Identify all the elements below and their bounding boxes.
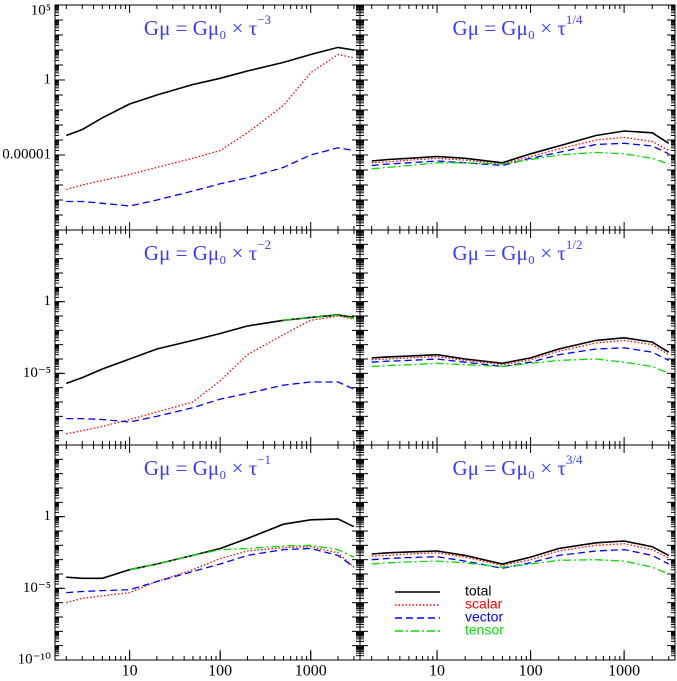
title-exponent: 1/4: [566, 12, 583, 27]
series-line: [66, 381, 355, 423]
panel-title: Gμ = Gμ₀ × τ1/2: [453, 237, 583, 265]
series-line: [371, 339, 670, 366]
series-line: [66, 53, 355, 191]
series-line: [66, 546, 355, 604]
x-tick-label: 1000: [608, 663, 640, 680]
panel-title: Gμ = Gμ₀ × τ−1: [144, 452, 271, 480]
series-line: [371, 336, 670, 365]
y-tick-label: 0.00001: [2, 146, 51, 162]
panel-title: Gμ = Gμ₀ × τ−2: [144, 237, 271, 265]
panel-title: Gμ = Gμ₀ × τ−3: [144, 12, 271, 40]
title-exponent: −1: [257, 452, 271, 467]
title-exponent: −2: [257, 237, 271, 252]
y-tick-label: 1: [44, 508, 52, 524]
legend-label: scalar: [465, 596, 503, 612]
series-line: [371, 358, 669, 374]
x-tick-label: 10: [429, 663, 445, 680]
y-tick-label: 10⁵: [31, 2, 51, 18]
series-line: [371, 559, 669, 575]
y-tick-label: 1: [44, 71, 52, 87]
title-text: Gμ = Gμ₀ × τ: [144, 16, 257, 40]
title-exponent: −3: [257, 12, 271, 27]
title-text: Gμ = Gμ₀ × τ: [144, 456, 257, 480]
legend-label: tensor: [465, 622, 504, 638]
series-line: [371, 142, 669, 167]
series-line: [371, 540, 670, 565]
legend-label: total: [465, 583, 491, 599]
panel-title: Gμ = Gμ₀ × τ1/4: [453, 12, 583, 40]
x-tick-label: 100: [208, 663, 232, 680]
title-text: Gμ = Gμ₀ × τ: [144, 241, 257, 265]
x-tick-label: 10: [122, 663, 138, 680]
series-line: [371, 130, 670, 164]
title-text: Gμ = Gμ₀ × τ: [453, 456, 566, 480]
y-tick-label: 10⁻⁵: [23, 365, 51, 381]
title-text: Gμ = Gμ₀ × τ: [453, 16, 566, 40]
title-exponent: 3/4: [566, 452, 583, 467]
x-tick-label: 100: [519, 663, 543, 680]
title-text: Gμ = Gμ₀ × τ: [453, 241, 566, 265]
title-exponent: 1/2: [566, 237, 583, 252]
y-tick-label: 10⁻⁵: [23, 580, 51, 596]
series-line: [66, 46, 355, 137]
y-tick-label: 1: [44, 293, 52, 309]
legend-label: vector: [465, 609, 503, 625]
series-line: [66, 547, 355, 594]
x-tick-label: 1000: [295, 663, 327, 680]
series-line: [66, 518, 355, 580]
y-tick-label: 10⁻¹⁰: [18, 651, 51, 667]
series-line: [371, 151, 669, 170]
series-line: [66, 147, 355, 207]
series-line: [66, 315, 355, 435]
panel-title: Gμ = Gμ₀ × τ3/4: [453, 452, 583, 480]
series-line: [371, 136, 670, 165]
series-line: [66, 314, 355, 385]
